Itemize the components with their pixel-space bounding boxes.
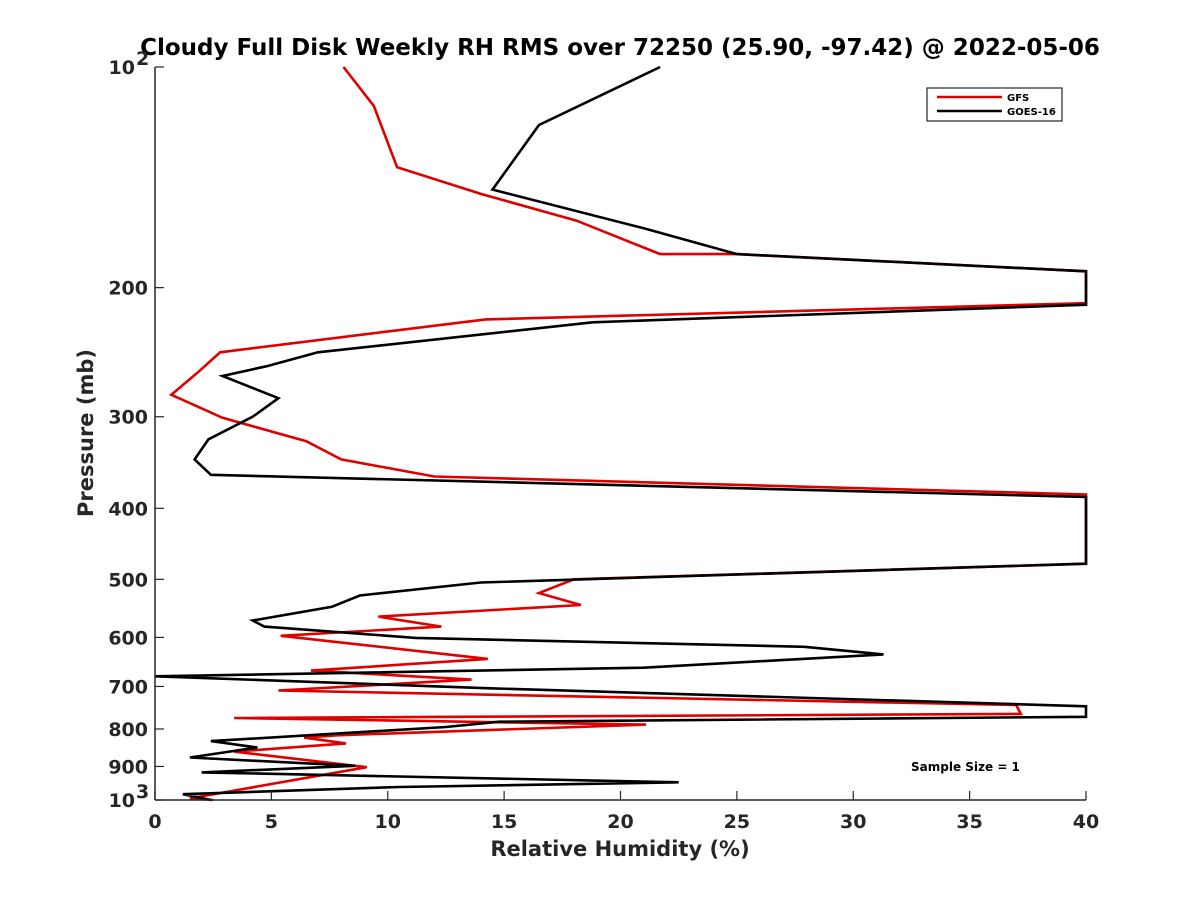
y-tick-label: 300 [108, 407, 148, 429]
y-tick-label: 500 [108, 569, 148, 591]
x-ticks: 0 5 10 15 20 25 30 35 40 [148, 791, 1099, 833]
x-tick-label: 15 [491, 811, 517, 833]
x-tick-label: 10 [375, 811, 401, 833]
y-tick-label: 10 [109, 790, 135, 812]
sample-size-annotation: Sample Size = 1 [911, 760, 1020, 774]
y-tick-label: 700 [108, 676, 148, 698]
legend-box [926, 87, 1063, 122]
series-layer [154, 65, 1088, 802]
x-tick-label: 5 [265, 811, 278, 833]
x-tick-label: 0 [148, 811, 161, 833]
legend-label-gfs: GFS [1007, 93, 1029, 104]
x-tick-label: 40 [1073, 811, 1099, 833]
series-line-goes16 [154, 65, 1088, 802]
y-tick-label: 900 [108, 756, 148, 778]
y-tick-label: 200 [108, 278, 148, 300]
legend-label-goes16: GOES-16 [1007, 107, 1056, 118]
x-axis-label: Relative Humidity (%) [490, 837, 749, 861]
y-tick-label: 800 [108, 719, 148, 741]
y-axis-label: Pressure (mb) [74, 349, 98, 517]
x-tick-label: 30 [840, 811, 866, 833]
y-tick-label: 400 [108, 498, 148, 520]
x-tick-label: 25 [724, 811, 750, 833]
x-tick-label: 35 [956, 811, 982, 833]
y-tick-label: 10 [109, 57, 135, 79]
plot-area [155, 67, 1086, 800]
y-tick-exponent: 2 [136, 48, 149, 70]
legend: GFS GOES-16 [926, 87, 1063, 122]
chart-title: Cloudy Full Disk Weekly RH RMS over 7225… [140, 35, 1100, 61]
y-tick-label: 600 [108, 627, 148, 649]
x-tick-label: 20 [607, 811, 633, 833]
y-tick-exponent: 3 [136, 781, 149, 803]
